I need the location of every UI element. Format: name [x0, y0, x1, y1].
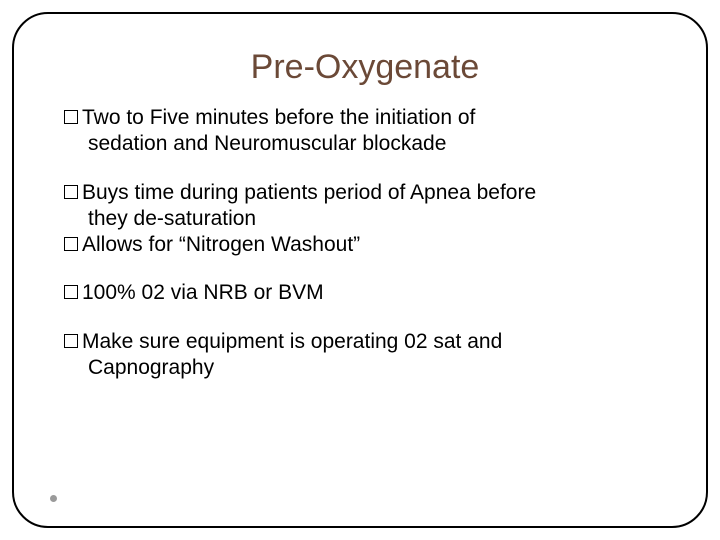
bullet-group-4: Make sure equipment is operating 02 sat … [64, 329, 666, 382]
bullet-continuation: Capnography [88, 355, 666, 381]
bullet-group-3: 100% 02 via NRB or BVM [64, 280, 666, 306]
bullet-2: Allows for “Nitrogen Washout” [64, 232, 666, 258]
checkbox-icon [64, 237, 78, 251]
bullet-group-1: Buys time during patients period of Apne… [64, 180, 666, 233]
bullet-4: Make sure equipment is operating 02 sat … [64, 329, 666, 355]
decorative-dot-icon [50, 495, 57, 502]
bullet-group-0: Two to Five minutes before the initiatio… [64, 105, 666, 158]
bullet-continuation: sedation and Neuromuscular blockade [88, 131, 666, 157]
bullet-3: 100% 02 via NRB or BVM [64, 280, 666, 306]
bullet-text: Two to Five minutes before the initiatio… [82, 105, 666, 131]
bullet-group-2: Allows for “Nitrogen Washout” [64, 232, 666, 258]
checkbox-icon [64, 185, 78, 199]
checkbox-icon [64, 334, 78, 348]
bullet-text: Buys time during patients period of Apne… [82, 180, 666, 206]
checkbox-icon [64, 110, 78, 124]
bullet-text: Allows for “Nitrogen Washout” [82, 232, 666, 258]
bullet-0: Two to Five minutes before the initiatio… [64, 105, 666, 131]
bullet-1: Buys time during patients period of Apne… [64, 180, 666, 206]
checkbox-icon [64, 285, 78, 299]
bullet-text: 100% 02 via NRB or BVM [82, 280, 666, 306]
slide-frame: Pre-Oxygenate Two to Five minutes before… [12, 12, 708, 528]
bullet-text: Make sure equipment is operating 02 sat … [82, 329, 666, 355]
slide-title: Pre-Oxygenate [64, 48, 666, 87]
bullet-continuation: they de-saturation [88, 206, 666, 232]
